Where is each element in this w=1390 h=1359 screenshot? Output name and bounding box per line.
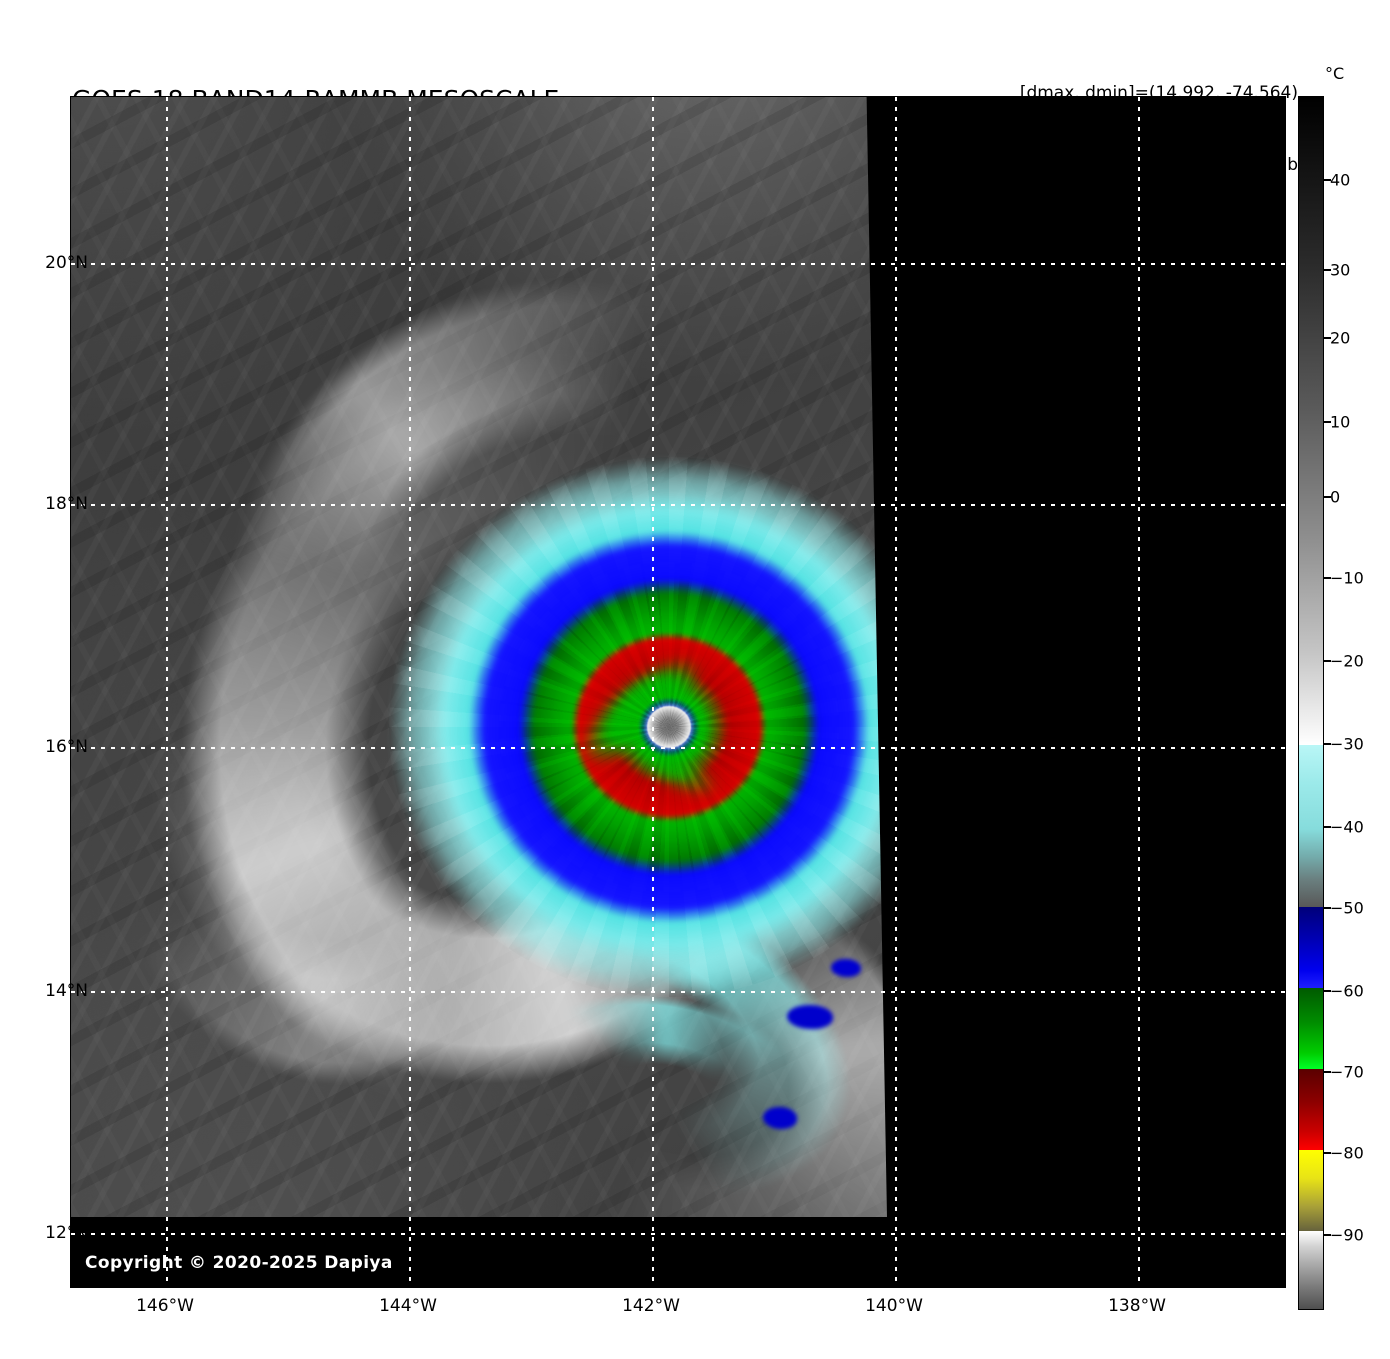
x-tick-label: 138°W xyxy=(1108,1296,1166,1316)
storm-eye xyxy=(647,706,691,748)
colorbar-tick-label: −40 xyxy=(1330,817,1364,837)
core-texture-outer xyxy=(389,457,887,997)
colorbar-tick-mark xyxy=(1324,907,1331,909)
colorbar-tick-label: −20 xyxy=(1330,651,1364,671)
gridline-lon-140 xyxy=(895,97,897,1287)
copyright-label: Copyright © 2020-2025 Dapiya xyxy=(85,1253,393,1273)
colorbar-unit-label: °C xyxy=(1325,64,1345,83)
x-tick-label: 146°W xyxy=(136,1296,194,1316)
colorbar-tick-mark xyxy=(1324,269,1331,271)
colorbar-tick-mark xyxy=(1324,496,1331,498)
core-texture-inner xyxy=(499,562,839,892)
plot-canvas: Copyright © 2020-2025 Dapiya xyxy=(71,97,1285,1287)
colorbar-tick-label: 10 xyxy=(1330,412,1351,432)
colorbar-tick-label: 30 xyxy=(1330,260,1351,280)
colorbar-tick-label: −80 xyxy=(1330,1143,1364,1163)
colorbar-tick-label: −50 xyxy=(1330,898,1364,918)
colorbar-tick-mark xyxy=(1324,1071,1331,1073)
colorbar-tick-label: 20 xyxy=(1330,328,1351,348)
colorbar-segment-blue xyxy=(1299,906,1323,988)
x-tick-label: 140°W xyxy=(865,1296,923,1316)
y-tick-label: 16°N xyxy=(45,737,88,757)
colorbar-tick-mark xyxy=(1324,337,1331,339)
cold-blob-1 xyxy=(763,1107,797,1129)
colorbar-tick-mark xyxy=(1324,1234,1331,1236)
cold-blob-2 xyxy=(787,1005,833,1029)
y-tick-label: 20°N xyxy=(45,253,88,273)
colorbar-tick-mark xyxy=(1324,743,1331,745)
colorbar-tick-label: −30 xyxy=(1330,734,1364,754)
colorbar-tick-mark xyxy=(1324,577,1331,579)
colorbar-segment-cold-grayscale xyxy=(1299,1231,1323,1309)
x-tick-label: 142°W xyxy=(622,1296,680,1316)
colorbar-tick-label: −70 xyxy=(1330,1062,1364,1082)
colorbar-tick-label: 0 xyxy=(1330,487,1341,507)
colorbar-segment-red xyxy=(1299,1069,1323,1151)
colorbar-tick-label: −90 xyxy=(1330,1225,1364,1245)
colorbar-segment-warm-grayscale xyxy=(1299,97,1323,746)
colorbar-tick-mark xyxy=(1324,990,1331,992)
x-tick-label: 144°W xyxy=(379,1296,437,1316)
colorbar-tick-label: −60 xyxy=(1330,981,1364,1001)
colorbar-segment-green xyxy=(1299,987,1323,1070)
y-tick-label: 18°N xyxy=(45,494,88,514)
colorbar-tick-mark xyxy=(1324,826,1331,828)
colorbar-tick-label: 40 xyxy=(1330,170,1351,190)
satellite-image-plot[interactable]: Copyright © 2020-2025 Dapiya xyxy=(70,96,1286,1288)
satellite-data-sector xyxy=(71,97,887,1217)
colorbar-segment-yellow xyxy=(1299,1150,1323,1232)
y-tick-label: 12°N xyxy=(45,1223,88,1243)
colorbar-tick-mark xyxy=(1324,421,1331,423)
y-tick-label: 14°N xyxy=(45,981,88,1001)
colorbar-tick-label: −10 xyxy=(1330,568,1364,588)
colorbar-tick-mark xyxy=(1324,660,1331,662)
colorbar-tick-mark xyxy=(1324,179,1331,181)
temperature-colorbar[interactable] xyxy=(1298,96,1324,1310)
gridline-lon-138 xyxy=(1138,97,1140,1287)
colorbar-segment-cyan xyxy=(1299,745,1323,830)
colorbar-tick-mark xyxy=(1324,1152,1331,1154)
no-data-region-bottom xyxy=(71,1217,971,1287)
colorbar-segment-cyan-gray xyxy=(1299,829,1323,907)
cold-blob-3 xyxy=(831,959,861,977)
